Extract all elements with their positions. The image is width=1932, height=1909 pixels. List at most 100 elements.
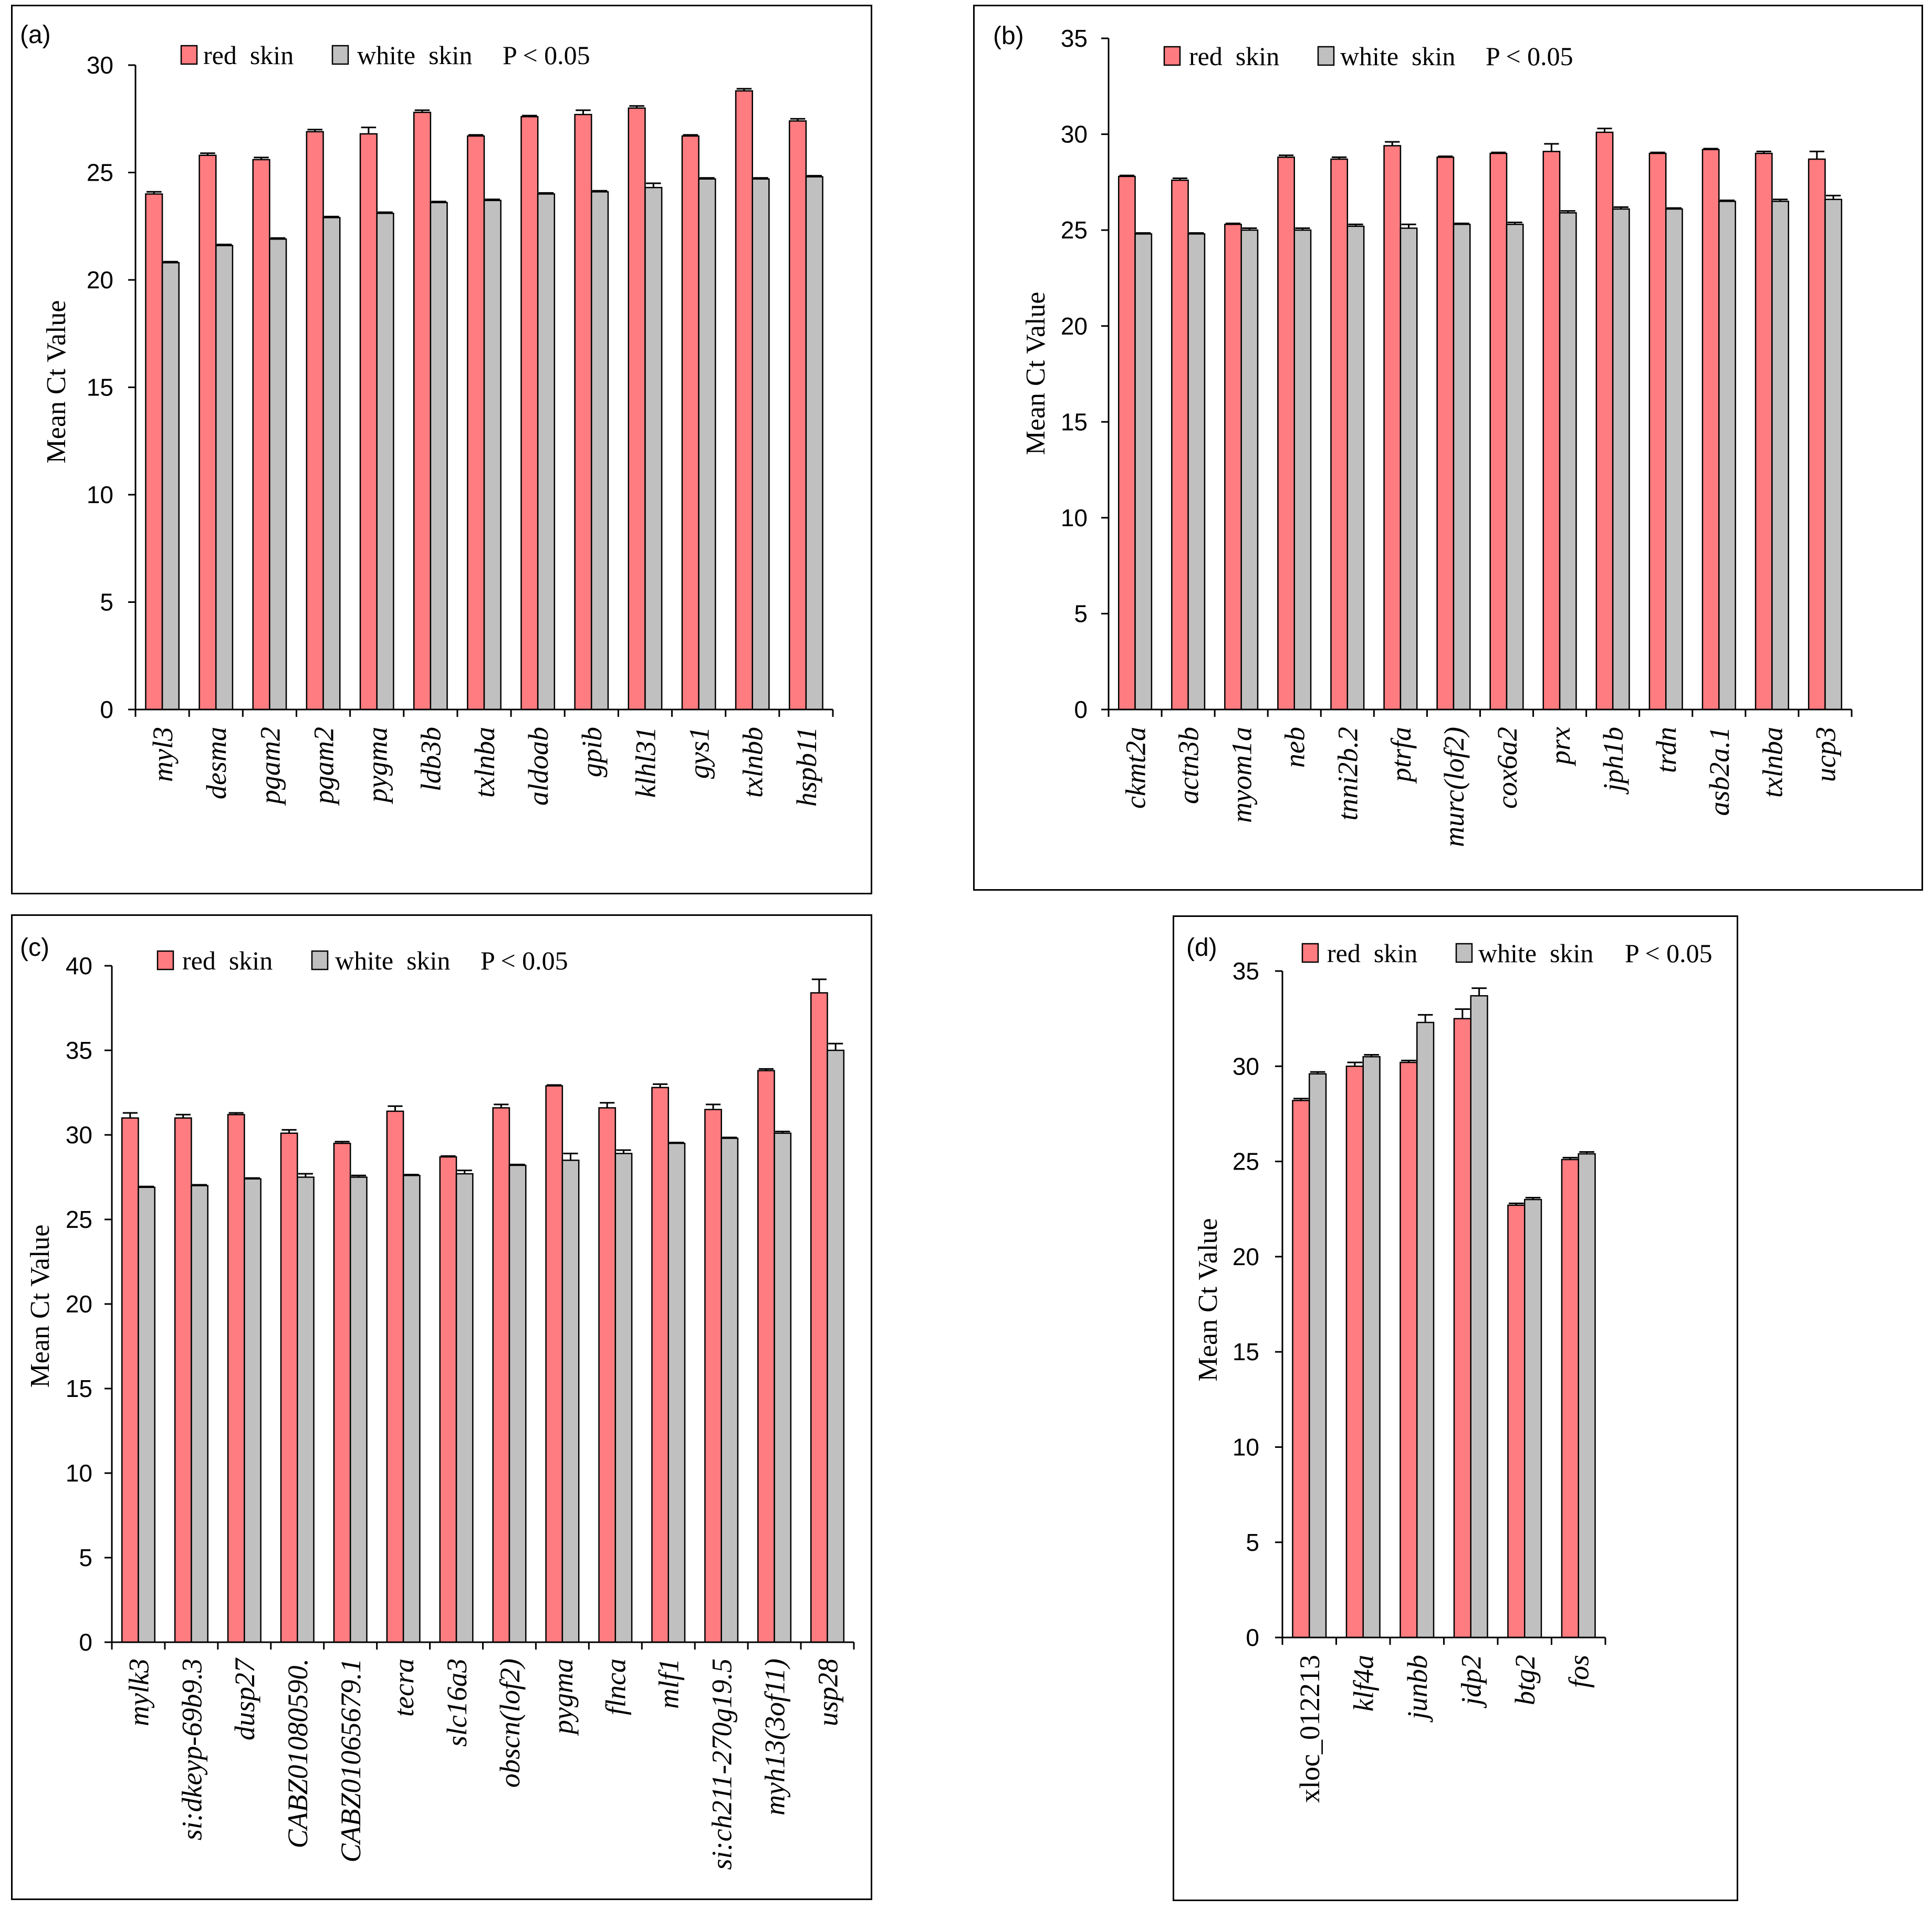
error-bar-red-skin-trdn: [1650, 151, 1665, 154]
y-tick-label: 10: [66, 1459, 92, 1487]
error-bar-red-skin-si-ch211-270g19-5: [705, 1103, 721, 1110]
panel-label: (c): [20, 934, 49, 962]
panel-label: (d): [1186, 934, 1217, 962]
error-bar-red-skin-si-dkeyp-69b9-3: [175, 1113, 191, 1118]
significance-note: P < 0.05: [1625, 938, 1712, 968]
legend-swatch-white-skin: [1455, 943, 1473, 963]
error-bar-white-skin-si-dkeyp-69b9-3: [192, 1184, 207, 1186]
x-category-label: ptrfa: [1385, 727, 1417, 784]
significance-note: P < 0.05: [1486, 41, 1573, 71]
error-bar-red-skin-pgam2: [254, 157, 269, 160]
x-category-label: junbb: [1402, 1655, 1433, 1723]
legend-label-red-skin: red skin: [203, 40, 294, 70]
bar-white-skin-btg2: [1524, 1198, 1542, 1639]
y-tick-label: 15: [87, 374, 113, 401]
bar-red-skin-mylk3: [121, 1117, 139, 1643]
error-bar-white-skin-hspb11: [807, 175, 822, 177]
error-bar-white-skin-cox6a2: [1507, 222, 1522, 225]
significance-note: P < 0.05: [503, 40, 590, 70]
bar-white-skin-cabz01080590: [297, 1176, 315, 1643]
bar-red-skin-cox6a2: [1489, 152, 1508, 711]
error-bar-red-skin-ckmt2a: [1119, 174, 1134, 176]
bar-red-skin-ptrfa: [1383, 145, 1402, 711]
bar-red-skin-gys1: [681, 135, 699, 711]
y-tick-label: 30: [87, 51, 113, 79]
x-category-label: aldoab: [523, 727, 554, 806]
error-bar-white-skin-mlf1: [669, 1141, 684, 1144]
error-bar-red-skin-hspb11: [790, 118, 806, 121]
y-tick-label: 30: [66, 1121, 92, 1149]
error-bar-white-skin-myom1a: [1242, 227, 1257, 231]
error-bar-white-skin-txlnba: [1772, 199, 1788, 202]
y-tick-label: 25: [87, 159, 113, 186]
y-tick-label: 30: [1233, 1052, 1259, 1080]
error-bar-red-skin-mlf1: [653, 1083, 668, 1088]
bar-white-skin-myh13-3of11: [774, 1132, 792, 1643]
bar-red-skin-tnni2b-2: [1330, 158, 1349, 711]
bar-white-skin-trdn: [1665, 208, 1683, 711]
error-bar-white-skin-xloc-012213: [1310, 1071, 1325, 1074]
x-category-label: tnni2b.2: [1332, 727, 1364, 821]
bar-chart-c: (c) red skin white skin P < 0.05 Mean Ct Val…: [11, 914, 872, 1900]
x-category-label: myom1a: [1226, 727, 1258, 823]
x-category-label: actn3b: [1173, 727, 1205, 804]
bar-red-skin-si-dkeyp-69b9-3: [174, 1117, 192, 1643]
legend-swatch-red-skin: [1163, 46, 1181, 66]
error-bar-white-skin-pgam2: [324, 215, 339, 218]
x-category-label: fos: [1563, 1655, 1595, 1688]
bar-white-skin-jph1b: [1612, 208, 1630, 711]
y-tick-label: 40: [66, 952, 92, 979]
bar-red-skin-slc16a3: [439, 1156, 457, 1643]
significance-note: P < 0.05: [481, 946, 568, 975]
x-category-label: tecra: [388, 1658, 420, 1717]
bar-white-skin-desma: [215, 245, 234, 711]
x-category-label: asb2a.1: [1704, 727, 1735, 816]
x-category-label: hspb11: [791, 727, 822, 807]
error-bar-red-skin-junbb: [1401, 1059, 1416, 1063]
error-bar-red-skin-jph1b: [1597, 128, 1612, 132]
bar-white-skin-jdp2: [1470, 995, 1488, 1639]
bar-white-skin-pgam2: [269, 238, 287, 711]
x-category-label: gpib: [576, 727, 608, 777]
error-bar-white-skin-slc16a3: [457, 1170, 472, 1174]
error-bar-red-skin-txlnbb: [736, 88, 752, 91]
y-axis-title: Mean Ct Value: [41, 300, 71, 464]
bar-red-skin-pygma: [545, 1085, 563, 1643]
error-bar-red-skin-txlnba: [468, 134, 484, 136]
error-bar-red-skin-ucp3: [1809, 150, 1824, 160]
x-category-label: txlnba: [469, 727, 500, 798]
bar-white-skin-klf4a: [1362, 1056, 1381, 1639]
error-bar-red-skin-xloc-012213: [1293, 1098, 1309, 1101]
bar-white-skin-ckmt2a: [1134, 233, 1153, 711]
error-bar-white-skin-jph1b: [1613, 206, 1628, 209]
legend-label-red-skin: red skin: [1327, 938, 1417, 968]
bar-white-skin-txlnbb: [751, 178, 770, 711]
legend-label-red-skin: red skin: [1189, 41, 1279, 71]
bar-red-skin-pygma: [359, 133, 378, 711]
bar-red-skin-flnca: [598, 1107, 617, 1643]
bar-red-skin-usp28: [810, 992, 828, 1643]
bar-white-skin-gpib: [591, 191, 609, 711]
bar-white-skin-dusp27: [244, 1178, 262, 1643]
bar-red-skin-neb: [1277, 157, 1295, 711]
bar-white-skin-flnca: [614, 1153, 633, 1643]
bar-white-skin-asb2a-1: [1718, 201, 1736, 711]
y-tick-label: 25: [1233, 1148, 1259, 1175]
y-tick-label: 0: [100, 696, 113, 723]
x-category-label: dusp27: [229, 1657, 260, 1740]
bar-white-skin-txlnba: [483, 200, 502, 711]
error-bar-white-skin-actn3b: [1189, 232, 1204, 234]
bar-red-skin-prx: [1542, 151, 1561, 711]
bar-white-skin-ucp3: [1824, 199, 1843, 711]
error-bar-red-skin-jdp2: [1455, 1008, 1470, 1019]
panel-a: (a) red skin white skin P < 0.05 Mean Ct Val…: [11, 5, 872, 894]
error-bar-white-skin-tnni2b-2: [1348, 223, 1363, 226]
error-bar-red-skin-dusp27: [228, 1112, 244, 1115]
error-bar-white-skin-klf4a: [1364, 1054, 1379, 1057]
error-bar-red-skin-myom1a: [1225, 222, 1241, 225]
x-category-label: klf4a: [1348, 1655, 1380, 1712]
y-tick-label: 0: [1246, 1624, 1259, 1651]
error-bar-white-skin-neb: [1295, 227, 1310, 231]
error-bar-red-skin-murc-lof2: [1438, 155, 1453, 158]
bar-white-skin-xloc-012213: [1309, 1073, 1327, 1639]
